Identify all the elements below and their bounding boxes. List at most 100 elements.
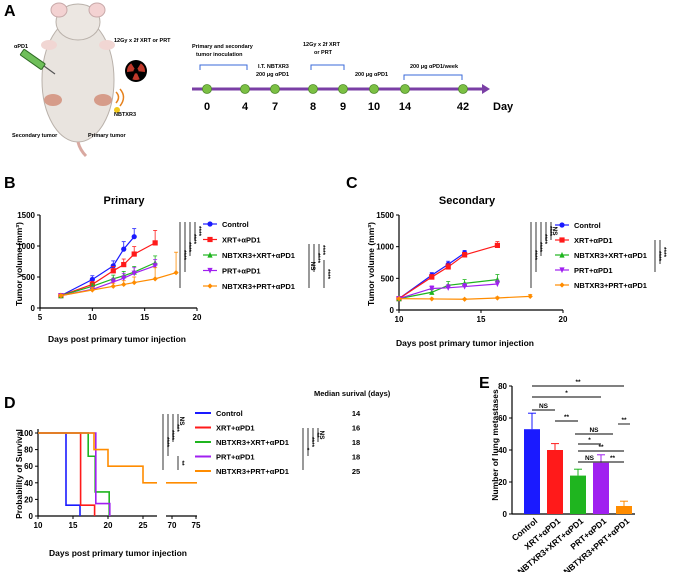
data-point	[445, 285, 451, 291]
significance-label: NS	[178, 416, 185, 426]
y-tick-label: 0	[29, 512, 34, 521]
y-tick-label: 40	[24, 479, 33, 488]
median-value: 18	[352, 438, 360, 447]
data-point	[89, 276, 95, 283]
timeline-annotation-1a: Primary and secondary	[192, 44, 254, 50]
legend-label: PRT+αPD1	[222, 267, 261, 276]
significance-label: **	[564, 414, 570, 421]
data-point	[494, 281, 500, 288]
significance-label: ****	[180, 250, 187, 261]
y-tick-label: 0	[503, 510, 508, 519]
data-point	[494, 295, 500, 301]
panel-d-label: D	[4, 395, 16, 412]
median-value: 25	[352, 467, 360, 476]
y-tick-label: 1000	[376, 243, 394, 252]
significance-label: NS	[585, 455, 595, 462]
legend-label: NBTXR3+PRT+αPD1	[216, 467, 289, 476]
significance-label: ****	[185, 242, 192, 253]
legend-marker	[207, 267, 213, 274]
significance-label: *	[565, 390, 568, 397]
timeline-day-number: 42	[457, 101, 469, 113]
timeline-day-number: 7	[272, 101, 278, 113]
legend-label: NBTXR3+PRT+αPD1	[222, 282, 295, 291]
x-tick-label: 10	[395, 315, 404, 324]
significance-label: **	[610, 455, 616, 462]
x-tick-label: 15	[140, 313, 149, 322]
timeline-annotation-2a: I.T. NBTXR3	[258, 64, 289, 70]
x-tick-label: 5	[38, 313, 43, 322]
significance-label: ****	[163, 437, 170, 448]
series-line	[60, 262, 156, 297]
significance-label: ****	[546, 226, 553, 237]
data-point	[494, 242, 500, 248]
chart-b-ylabel: Tumor volume (mm³)	[14, 222, 24, 306]
legend-label: NBTXR3+XRT+αPD1	[216, 438, 289, 447]
mouse-illustration	[41, 2, 115, 158]
primary-tumor-label: Primary tumor	[88, 133, 126, 139]
median-value: 14	[352, 409, 361, 418]
legend-label: NBTXR3+XRT+αPD1	[574, 251, 647, 260]
median-value: 18	[352, 453, 360, 462]
radiation-icon	[125, 60, 147, 82]
survival-curve	[38, 432, 81, 516]
significance-label: **	[178, 460, 185, 466]
chart-c-xlabel: Days post primary tumor injection	[396, 338, 534, 348]
bar	[570, 475, 586, 514]
timeline: 0 4 7 8 9 10 14 42 Day Primary and secondary tu…	[192, 42, 514, 113]
y-tick-label: 80	[498, 382, 507, 391]
series-line	[398, 252, 465, 300]
y-tick-label: 40	[498, 446, 507, 455]
timeline-annotation-4: 200 μg αPD1	[355, 72, 388, 78]
median-header: Median surival (days)	[314, 389, 391, 398]
significance-label: ****	[531, 250, 538, 261]
significance-label: ****	[168, 430, 175, 441]
data-point	[173, 270, 179, 276]
data-point	[131, 270, 137, 277]
timeline-annotation-3a: 12Gy x 2f XRT	[303, 42, 341, 48]
y-tick-label: 60	[498, 414, 507, 423]
x-tick-label: 75	[192, 521, 201, 530]
chart-b-title: Primary	[104, 195, 146, 207]
timeline-day-label: Day	[493, 101, 514, 113]
data-point	[429, 274, 435, 280]
data-point	[152, 276, 158, 282]
legend-label: XRT+αPD1	[216, 424, 255, 433]
bar	[616, 506, 632, 514]
x-tick-label: 20	[559, 315, 568, 324]
xrt-label: 12Gy x 2f XRT or PRT	[114, 38, 171, 44]
y-tick-label: 500	[22, 273, 36, 282]
timeline-dot	[338, 84, 348, 94]
panel-a-label: A	[4, 3, 16, 20]
data-point	[396, 296, 402, 302]
significance-label: ***	[173, 424, 180, 432]
significance-label: **	[313, 432, 320, 438]
timeline-dot	[369, 84, 379, 94]
data-point	[462, 252, 468, 258]
data-point	[462, 283, 468, 290]
panel-d: D Probability of Survival Days post prim…	[4, 389, 391, 558]
chart-d-xlabel: Days post primary tumor injection	[49, 548, 187, 558]
data-point	[110, 283, 116, 289]
legend-marker	[207, 221, 213, 227]
bar	[524, 429, 540, 514]
median-value: 16	[352, 424, 360, 433]
data-point	[121, 262, 127, 268]
timeline-day-number: 10	[368, 101, 380, 113]
data-point	[131, 251, 137, 257]
nbtxr3-label: NBTXR3	[114, 112, 136, 118]
data-point	[110, 268, 116, 274]
significance-label: NS	[318, 430, 325, 440]
significance-label: NS	[589, 427, 599, 434]
y-tick-label: 0	[31, 304, 36, 313]
data-point	[527, 293, 533, 299]
legend-label: Control	[216, 409, 243, 418]
drug-label: αPD1	[14, 44, 28, 50]
legend-marker	[207, 283, 213, 289]
data-point	[89, 287, 95, 293]
y-tick-label: 500	[381, 274, 395, 283]
y-tick-label: 20	[498, 478, 507, 487]
significance-label: NS	[551, 226, 558, 236]
chart-e-ylabel: Number of lung metastases	[490, 389, 500, 501]
panel-c: C Secondary Tumor volume (mm³) Days post…	[346, 175, 667, 348]
